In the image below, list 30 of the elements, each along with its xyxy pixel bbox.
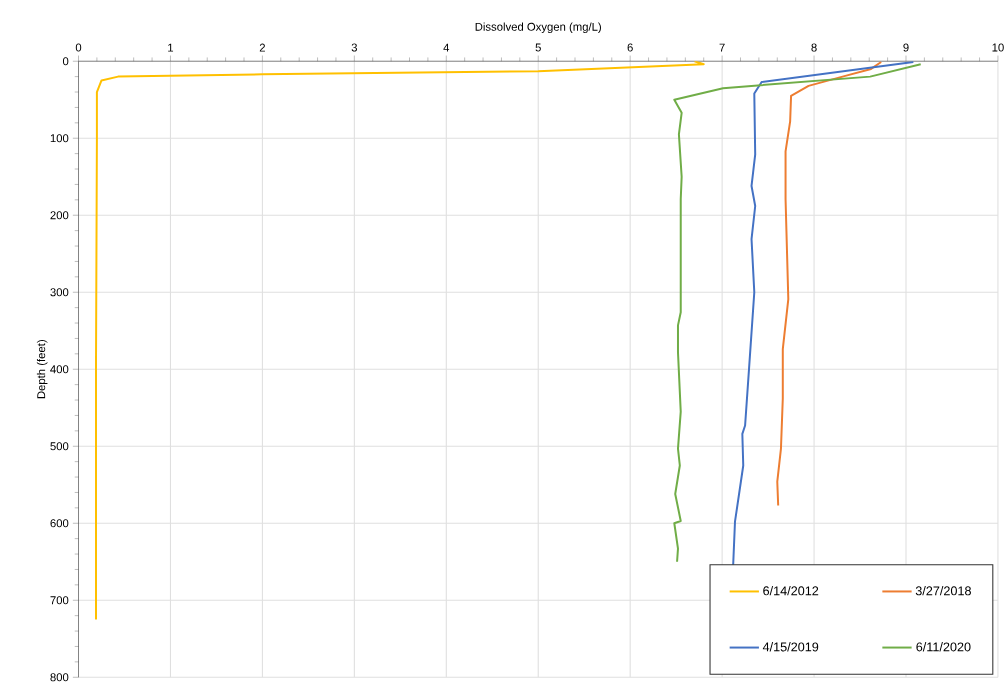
y-tick-label: 200 — [50, 211, 69, 220]
x-tick-label: 5 — [535, 43, 541, 52]
y-axis-title: Depth (feet) — [36, 340, 48, 399]
legend-label: 3/27/2018 — [915, 586, 971, 596]
y-tick-label: 800 — [50, 673, 69, 682]
legend-label: 4/15/2019 — [762, 642, 819, 652]
line-series — [776, 61, 883, 507]
x-tick-label: 8 — [811, 43, 817, 52]
x-tick-label: 10 — [992, 43, 1004, 52]
y-tick-label: 300 — [50, 288, 69, 297]
y-tick-label: 100 — [50, 134, 69, 143]
y-tick-label: 0 — [62, 57, 69, 66]
x-tick-label: 9 — [903, 43, 909, 52]
y-tick-label: 500 — [50, 442, 69, 451]
legend-label: 6/11/2020 — [916, 642, 971, 652]
line-series — [94, 61, 705, 621]
legend-label: 6/14/2012 — [763, 586, 819, 596]
x-tick-label: 4 — [443, 43, 450, 52]
x-tick-label: 1 — [168, 43, 174, 52]
x-tick-label: 2 — [259, 43, 265, 52]
y-tick-label: 700 — [50, 596, 69, 605]
line-series — [673, 63, 922, 563]
x-axis-title: Dissolved Oxygen (mg/L) — [475, 22, 601, 34]
x-tick-label: 7 — [719, 43, 725, 52]
line-series — [732, 61, 915, 567]
y-tick-label: 400 — [50, 365, 69, 374]
x-tick-label: 0 — [75, 43, 82, 52]
y-tick-label: 600 — [50, 519, 69, 528]
x-tick-label: 6 — [627, 43, 633, 52]
x-tick-label: 3 — [351, 43, 357, 52]
